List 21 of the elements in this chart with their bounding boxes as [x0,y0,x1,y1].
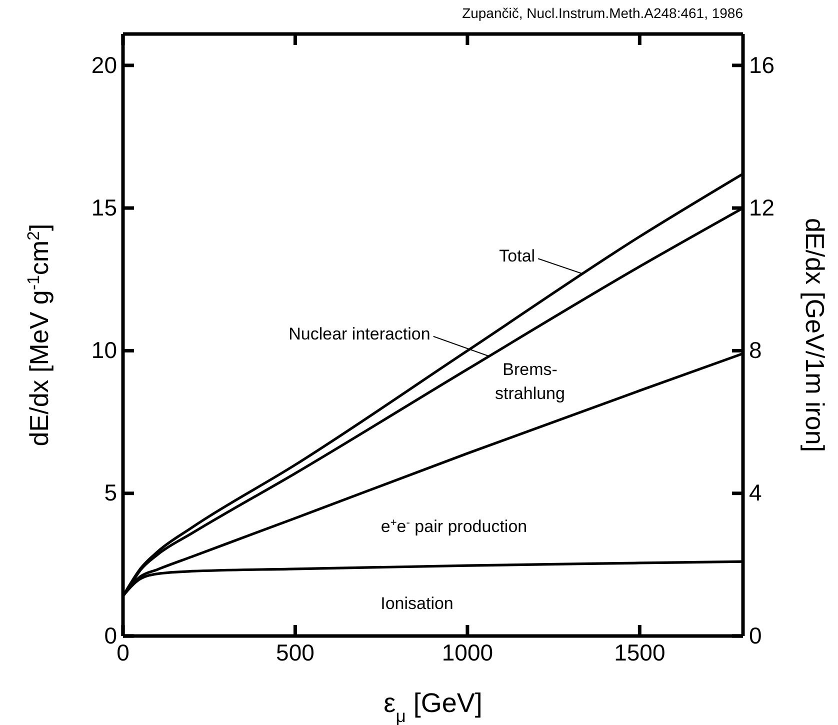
y2-axis-title: dE/dx [GeV/1m iron] [800,218,830,452]
x-tick-label: 1500 [614,639,666,666]
annotation: Total [499,246,536,266]
y2-tick-label: 8 [749,337,762,364]
annotation: Brems- strahlung [495,360,565,403]
y-tick-label: 20 [91,52,117,78]
y2-tick-label: 12 [749,194,775,220]
text: Zupančič, Nucl.Instrum.Meth.A248:461, 1986 [462,5,744,21]
y-tick-label: 5 [104,480,117,506]
annotation: Ionisation [380,594,454,613]
annotation: Nuclear interaction [288,324,430,344]
y-tick-label: 15 [91,194,117,220]
y2-tick-label: 4 [749,480,762,506]
y-tick-label: 10 [91,337,117,364]
x-tick-label: 500 [276,639,314,666]
y2-tick-label: 16 [749,52,775,78]
y-tick-label: 0 [104,622,117,648]
x-axis-title: ε$_{μ}$ [GeV] [384,688,482,725]
y2-tick-label: 0 [749,622,762,648]
annotation: e$^{+}$e$^{-}$ pair production [380,517,528,536]
x-tick-label: 1000 [442,639,494,666]
